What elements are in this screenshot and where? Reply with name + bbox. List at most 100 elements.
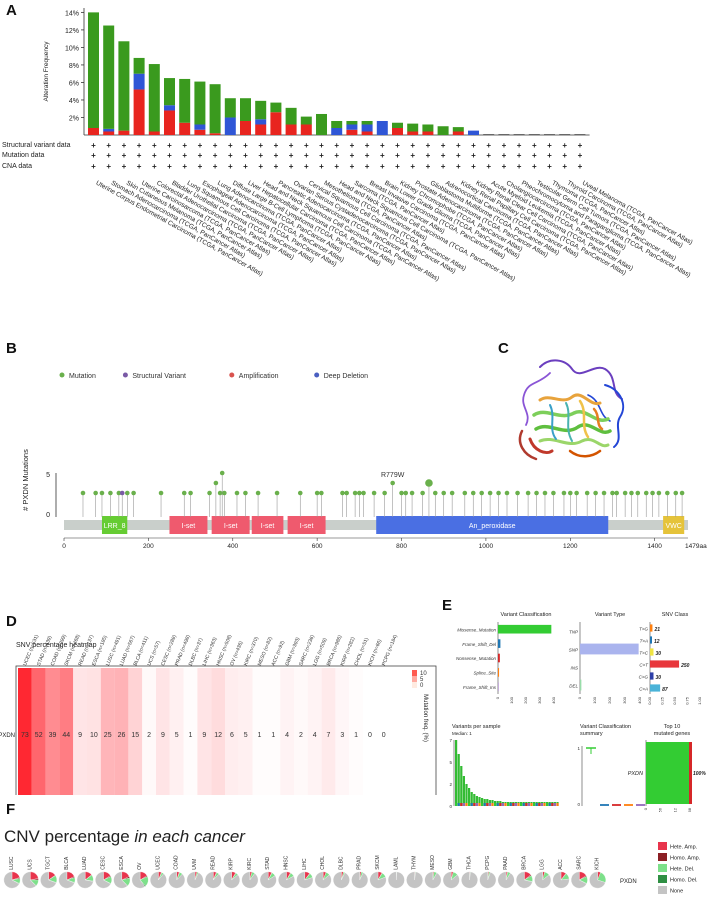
b-lollipop-head bbox=[390, 480, 395, 486]
a-row-mark: + bbox=[426, 162, 431, 171]
d-column-label: UCS (n=57) bbox=[146, 640, 162, 667]
e-vps-bar-top bbox=[535, 803, 538, 806]
a-row-mark: + bbox=[456, 162, 461, 171]
panel-label-f: F bbox=[6, 801, 16, 818]
d-heat-cell bbox=[100, 668, 115, 795]
e-top10-gene: PXDN bbox=[628, 771, 643, 777]
b-domain bbox=[101, 516, 128, 534]
a-row-mark: + bbox=[122, 162, 127, 171]
b-lollipop-head bbox=[622, 490, 628, 496]
a-bar-mutation bbox=[316, 113, 327, 135]
e-vps-bar-top bbox=[486, 803, 489, 806]
e-vps-bar-top bbox=[465, 803, 468, 806]
d-heat-cell bbox=[114, 668, 129, 795]
b-xtick-label: 800 bbox=[396, 543, 407, 550]
a-row-mark: + bbox=[532, 151, 537, 160]
b-domain-label: I-set bbox=[261, 523, 275, 530]
d-heat-cell bbox=[294, 668, 308, 795]
lollipop-chart: Mutation Structural Variant Amplification D… bbox=[21, 372, 707, 550]
f-cancer-label: OV bbox=[137, 862, 143, 870]
a-row-mark: + bbox=[258, 151, 263, 160]
a-row-mark: + bbox=[578, 151, 583, 160]
e-vc-label: Splice_Site bbox=[473, 671, 496, 676]
e-vps-bar bbox=[457, 754, 460, 806]
b-ylabel: # PXDN Mutations bbox=[21, 449, 30, 511]
a-row-mark: + bbox=[471, 141, 476, 150]
b-lollipop-head bbox=[399, 490, 404, 496]
a-ytick-label: 4% bbox=[69, 98, 79, 105]
a-bar-amplification bbox=[300, 124, 312, 135]
d-cell-value: 9 bbox=[202, 732, 206, 739]
f-legend-swatch bbox=[658, 886, 667, 894]
b-lollipop-head bbox=[181, 490, 187, 496]
a-row-mark: + bbox=[106, 141, 111, 150]
a-row-mark: + bbox=[486, 151, 491, 160]
a-bar-amplification bbox=[209, 133, 221, 135]
a-row-mark: + bbox=[502, 162, 507, 171]
d-heat-cell bbox=[18, 668, 32, 795]
e-vt-label: TNP bbox=[569, 630, 578, 635]
b-lollipop-head bbox=[361, 490, 366, 496]
a-row-mark: + bbox=[304, 162, 309, 171]
d-cell-value: 2 bbox=[147, 732, 151, 739]
e-snv-value: 30 bbox=[655, 675, 661, 681]
e-top10-bar-tail bbox=[689, 742, 692, 804]
a-row-mark: + bbox=[152, 141, 157, 150]
a-row-mark: + bbox=[122, 151, 127, 160]
b-lollipop-head bbox=[314, 490, 320, 496]
a-ytick-label: 2% bbox=[69, 115, 79, 122]
f-legend-swatch bbox=[658, 875, 667, 883]
d-heat-cell bbox=[238, 668, 253, 795]
b-lollipop-head bbox=[371, 490, 377, 496]
a-bar-mutation bbox=[300, 116, 312, 125]
b-lollipop-head bbox=[496, 490, 501, 496]
e-vps-bar-top bbox=[462, 803, 465, 806]
a-row-mark: + bbox=[213, 151, 218, 160]
a-bar-mutation bbox=[270, 102, 282, 113]
a-bar-amplification bbox=[103, 131, 115, 135]
b-lollipop-head bbox=[515, 490, 520, 496]
b-lollipop-head bbox=[629, 490, 634, 496]
b-lollipop-head bbox=[673, 490, 679, 496]
a-bar-mutation bbox=[422, 124, 434, 132]
a-bar-amplification bbox=[88, 127, 99, 135]
e-vps-bar-top bbox=[556, 803, 559, 806]
e-vc-xtick: 100 bbox=[509, 696, 514, 703]
a-row-mark: + bbox=[258, 162, 263, 171]
a-row-mark: + bbox=[350, 151, 355, 160]
e-vc-title: Variant Classification bbox=[501, 612, 552, 618]
e-vt-label: INS bbox=[570, 666, 578, 671]
f-cancer-label: LUSC bbox=[9, 856, 15, 870]
f-pie-slice bbox=[296, 871, 314, 889]
a-row-mark: + bbox=[137, 151, 142, 160]
f-row-label: PXDN bbox=[620, 879, 637, 885]
e-vps-bar-top bbox=[514, 803, 517, 806]
d-cell-value: 0 bbox=[368, 732, 372, 739]
a-bar-amplification bbox=[452, 131, 464, 135]
e-vps-bar-top bbox=[481, 803, 484, 806]
a-row-mark: + bbox=[547, 141, 552, 150]
a-row-mark: + bbox=[106, 151, 111, 160]
b-domain bbox=[251, 516, 284, 534]
maf-summary-charts: Variant Classification Missense_Mutation F… bbox=[449, 612, 706, 812]
e-vps-bar bbox=[478, 797, 481, 806]
b-lollipop-head bbox=[593, 490, 598, 496]
a-row-mark: + bbox=[274, 151, 279, 160]
d-cell-value: 39 bbox=[49, 732, 57, 739]
a-row-mark: + bbox=[91, 151, 96, 160]
d-legend-swatch bbox=[412, 676, 417, 682]
e-vps-bar-top bbox=[525, 803, 528, 806]
b-domain-label: LRR_8 bbox=[104, 523, 126, 530]
d-title: SNV percentage heatmap bbox=[16, 642, 97, 649]
a-row-mark: + bbox=[562, 141, 567, 150]
f-legend-label: Hete. Amp. bbox=[670, 845, 698, 851]
d-cell-value: 1 bbox=[354, 732, 358, 739]
d-column-label: PCPG (n=184) bbox=[381, 634, 399, 667]
a-row-mark: + bbox=[395, 151, 400, 160]
f-pie-slice bbox=[534, 871, 551, 889]
d-heat-cell bbox=[280, 668, 294, 795]
d-row-label: PXDN bbox=[0, 733, 15, 739]
e-top10-pct: 100% bbox=[693, 771, 706, 777]
a-row-mark: + bbox=[334, 151, 339, 160]
e-vps-bar-top bbox=[509, 803, 512, 806]
